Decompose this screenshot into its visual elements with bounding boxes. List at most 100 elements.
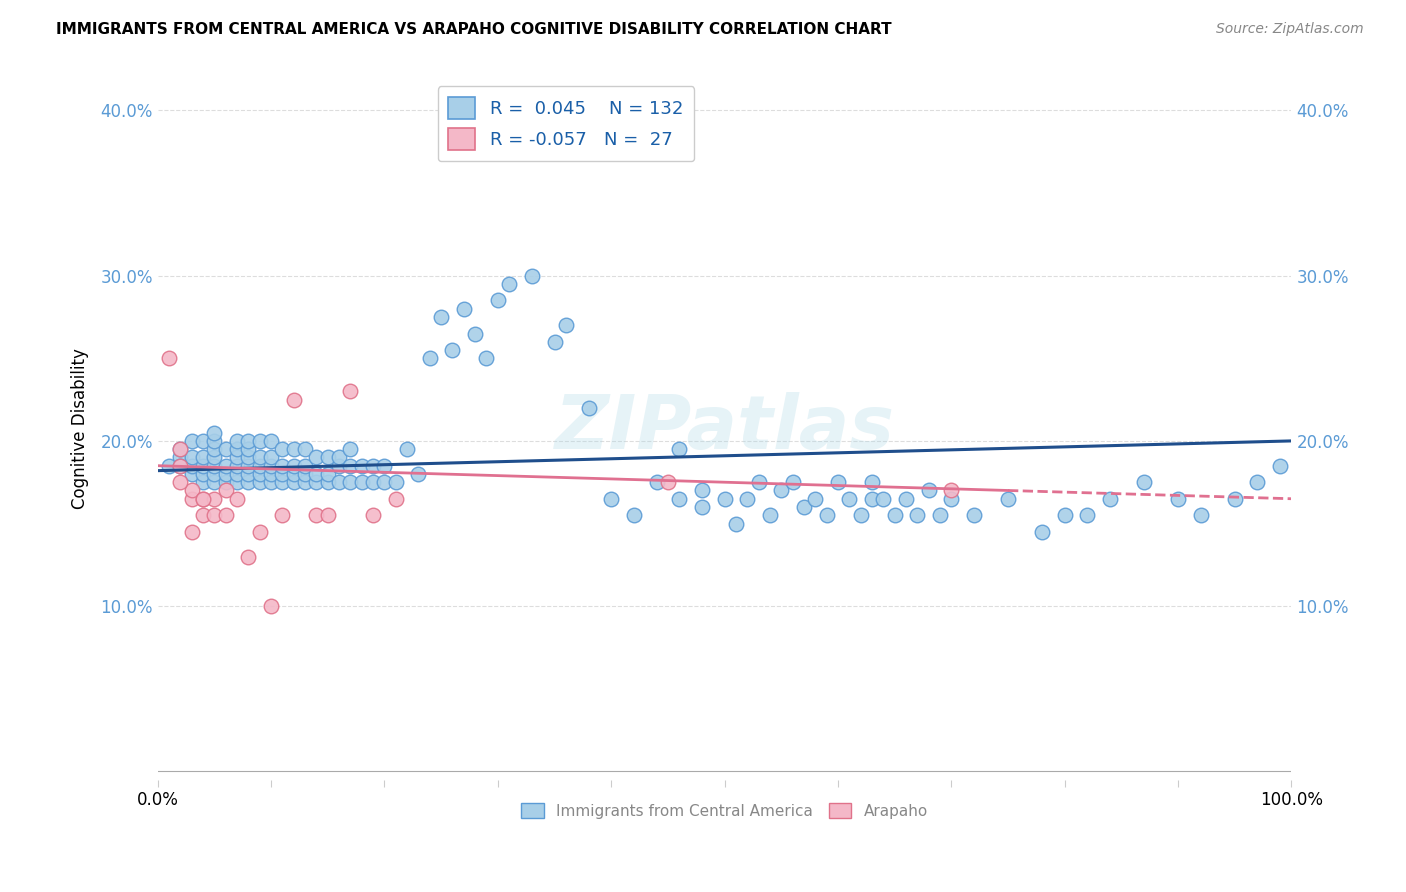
Point <box>202 450 225 465</box>
Point <box>249 524 271 539</box>
Point <box>361 475 384 490</box>
Point <box>373 458 395 473</box>
Point <box>1133 475 1156 490</box>
Point <box>486 293 509 308</box>
Point <box>827 475 849 490</box>
Point <box>724 516 747 531</box>
Point <box>260 450 283 465</box>
Point <box>294 442 316 457</box>
Point <box>385 491 408 506</box>
Point <box>180 450 202 465</box>
Point <box>430 310 453 324</box>
Point <box>1167 491 1189 506</box>
Point <box>191 458 214 473</box>
Point <box>191 467 214 481</box>
Point <box>283 442 305 457</box>
Point <box>860 491 883 506</box>
Point <box>238 549 260 564</box>
Point <box>305 467 328 481</box>
Point <box>180 491 202 506</box>
Point <box>929 508 952 523</box>
Point <box>657 475 679 490</box>
Point <box>941 483 963 498</box>
Point <box>1076 508 1098 523</box>
Point <box>260 434 283 448</box>
Point <box>316 475 339 490</box>
Point <box>361 508 384 523</box>
Point <box>339 475 361 490</box>
Point <box>1246 475 1268 490</box>
Point <box>271 442 294 457</box>
Point <box>157 458 180 473</box>
Point <box>191 491 214 506</box>
Point <box>238 450 260 465</box>
Point <box>578 401 600 415</box>
Point <box>238 458 260 473</box>
Text: Source: ZipAtlas.com: Source: ZipAtlas.com <box>1216 22 1364 37</box>
Point <box>759 508 782 523</box>
Point <box>226 475 249 490</box>
Point <box>770 483 793 498</box>
Point <box>271 475 294 490</box>
Point <box>305 508 328 523</box>
Point <box>180 434 202 448</box>
Point <box>271 458 294 473</box>
Point <box>202 467 225 481</box>
Point <box>464 326 486 341</box>
Point <box>543 334 565 349</box>
Point <box>849 508 872 523</box>
Point <box>623 508 645 523</box>
Point <box>1099 491 1122 506</box>
Point <box>283 467 305 481</box>
Point <box>249 450 271 465</box>
Point <box>249 475 271 490</box>
Point <box>905 508 928 523</box>
Point <box>238 467 260 481</box>
Point <box>748 475 770 490</box>
Point <box>997 491 1019 506</box>
Point <box>191 475 214 490</box>
Point <box>419 351 441 366</box>
Point <box>238 475 260 490</box>
Point <box>328 475 350 490</box>
Point <box>169 458 191 473</box>
Point <box>215 475 238 490</box>
Point <box>260 599 283 614</box>
Point <box>215 467 238 481</box>
Point <box>520 268 543 283</box>
Point <box>475 351 498 366</box>
Point <box>328 458 350 473</box>
Point <box>215 442 238 457</box>
Point <box>180 524 202 539</box>
Point <box>191 450 214 465</box>
Point <box>283 458 305 473</box>
Point <box>202 475 225 490</box>
Point <box>202 434 225 448</box>
Point <box>180 483 202 498</box>
Point <box>238 442 260 457</box>
Point <box>408 467 430 481</box>
Point <box>782 475 804 490</box>
Point <box>872 491 894 506</box>
Point <box>339 458 361 473</box>
Point <box>215 458 238 473</box>
Point <box>1031 524 1053 539</box>
Point <box>339 384 361 399</box>
Point <box>713 491 735 506</box>
Point <box>260 467 283 481</box>
Point <box>373 475 395 490</box>
Point <box>157 351 180 366</box>
Point <box>361 458 384 473</box>
Point <box>215 483 238 498</box>
Point <box>202 425 225 440</box>
Point <box>283 392 305 407</box>
Point <box>226 442 249 457</box>
Point <box>1189 508 1212 523</box>
Point <box>600 491 623 506</box>
Point <box>169 442 191 457</box>
Point <box>238 434 260 448</box>
Point <box>316 450 339 465</box>
Point <box>226 450 249 465</box>
Point <box>815 508 838 523</box>
Point <box>191 491 214 506</box>
